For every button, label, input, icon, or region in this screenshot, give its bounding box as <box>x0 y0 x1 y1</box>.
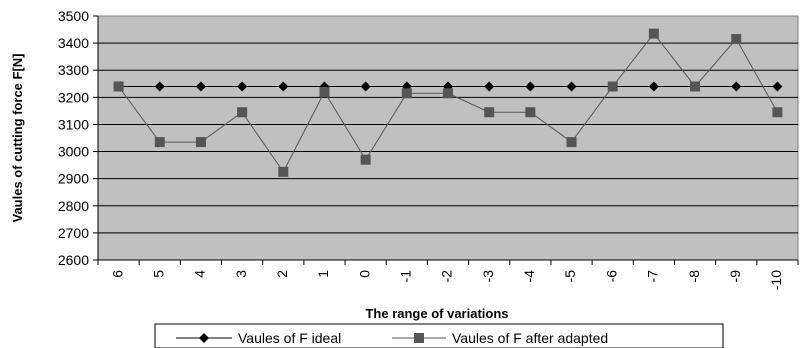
diamond-marker <box>360 81 371 92</box>
x-tick-label: -7 <box>645 270 661 283</box>
square-marker <box>360 154 371 165</box>
x-tick-label: 3 <box>233 270 249 278</box>
diamond-marker <box>566 81 577 92</box>
legend-diamond-marker <box>199 333 209 343</box>
legend-square-marker <box>414 333 424 343</box>
y-tick-label: 3400 <box>58 35 89 51</box>
square-marker <box>690 81 701 92</box>
diamond-marker <box>525 81 536 92</box>
square-marker <box>607 81 618 92</box>
diamond-marker <box>278 81 289 92</box>
x-tick-label: 2 <box>274 270 290 278</box>
x-tick-label: 0 <box>356 270 372 278</box>
diamond-marker <box>772 81 783 92</box>
plot-area <box>97 15 799 261</box>
square-marker <box>319 86 330 97</box>
x-tick-label: 5 <box>150 270 166 278</box>
x-tick-label: 4 <box>192 270 208 278</box>
y-tick-label: 2600 <box>58 252 89 268</box>
legend-box <box>154 323 724 348</box>
square-marker <box>484 107 495 118</box>
y-tick-label: 3000 <box>58 144 89 160</box>
diamond-marker <box>731 81 742 92</box>
x-axis-title: The range of variations <box>365 306 508 321</box>
x-tick-label: -5 <box>562 270 578 283</box>
square-marker <box>648 28 659 39</box>
square-marker <box>278 166 289 177</box>
x-tick-label: -2 <box>439 270 455 283</box>
series-markers <box>113 28 783 177</box>
x-tick-label: -4 <box>521 270 537 283</box>
diamond-marker <box>154 81 165 92</box>
square-marker <box>154 137 165 148</box>
legend: Vaules of F ideal Vaules of F after adap… <box>154 323 724 348</box>
x-tick-label: -3 <box>480 270 496 283</box>
y-tick-label: 2800 <box>58 198 89 214</box>
square-marker <box>772 107 783 118</box>
y-tick-label: 3500 <box>58 8 89 24</box>
x-axis: 6 5 4 3 2 1 0 -1 -2 -3 -4 -5 -6 -7 -8 -9 -10 <box>97 259 799 290</box>
x-tick-label: -1 <box>398 270 414 283</box>
diamond-marker <box>237 81 248 92</box>
legend-label-adapted: Vaules of F after adapted <box>452 330 608 346</box>
y-tick-label: 2700 <box>58 225 89 241</box>
x-tick-label: -9 <box>727 270 743 283</box>
y-tick-label: 3200 <box>58 89 89 105</box>
gridlines <box>98 42 798 234</box>
square-marker <box>731 34 742 45</box>
x-tick-label: -8 <box>686 270 702 283</box>
y-axis: 3500 3400 3300 3200 3100 3000 2900 2800 2700 2600 <box>58 8 99 268</box>
x-tick-label: 1 <box>315 270 331 278</box>
x-tick-label: -6 <box>603 270 619 283</box>
diamond-marker <box>195 81 206 92</box>
y-axis-title: Vaules of cutting force F[N] <box>10 53 25 222</box>
square-marker <box>401 88 412 99</box>
square-marker <box>113 81 124 92</box>
square-marker <box>566 137 577 148</box>
x-tick-label: 6 <box>109 270 125 278</box>
diamond-marker <box>484 81 495 92</box>
legend-label-ideal: Vaules of F ideal <box>238 330 341 346</box>
square-marker <box>525 107 536 118</box>
diamond-marker <box>648 81 659 92</box>
square-marker <box>237 107 248 118</box>
square-marker <box>443 88 453 99</box>
square-marker <box>195 137 206 148</box>
y-tick-label: 2900 <box>58 171 89 187</box>
x-tick-label: -10 <box>768 270 784 290</box>
y-tick-label: 3300 <box>58 62 89 78</box>
y-tick-label: 3100 <box>58 116 89 132</box>
